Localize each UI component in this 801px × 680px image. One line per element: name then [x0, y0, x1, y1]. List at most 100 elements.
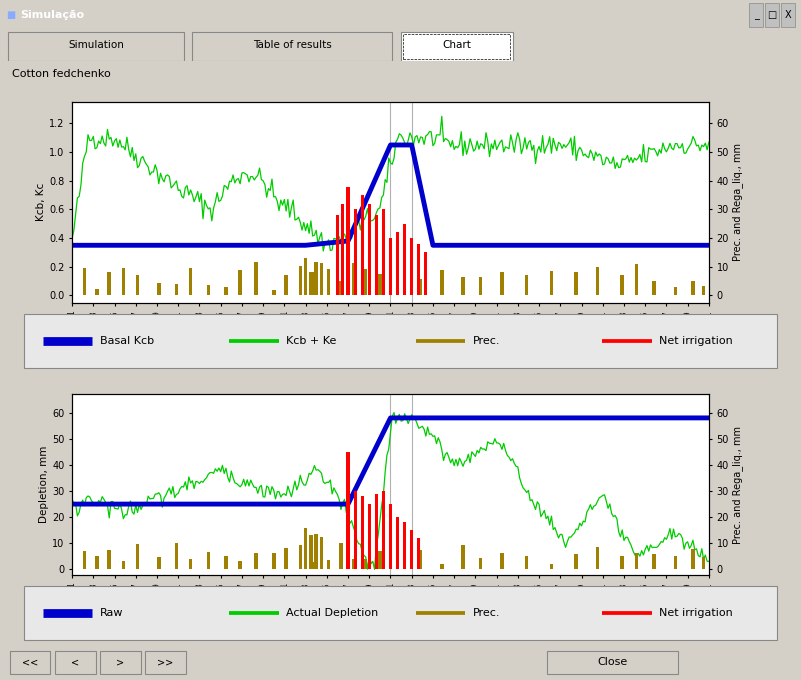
Bar [360, 195, 364, 295]
Text: Simulação: Simulação [20, 10, 84, 20]
Y-axis label: Prec. and Rega_liq., mm: Prec. and Rega_liq., mm [731, 426, 743, 543]
Bar [299, 267, 302, 295]
Bar [621, 275, 624, 295]
Bar [396, 517, 399, 569]
Bar [83, 551, 87, 569]
Bar [440, 564, 444, 569]
Bar [389, 504, 392, 569]
Bar [95, 556, 99, 569]
Text: <<: << [22, 658, 38, 667]
Bar [419, 549, 422, 569]
Bar [525, 556, 529, 569]
Bar [479, 277, 482, 295]
Bar [525, 275, 529, 295]
Bar [674, 556, 677, 569]
Bar [634, 554, 638, 569]
Text: Raw: Raw [100, 608, 123, 617]
Bar [157, 557, 160, 569]
Bar [83, 268, 87, 295]
FancyBboxPatch shape [400, 32, 513, 61]
FancyBboxPatch shape [765, 3, 779, 27]
Bar [479, 558, 482, 569]
Bar [417, 538, 421, 569]
Text: Net irrigation: Net irrigation [659, 608, 733, 617]
Bar [549, 564, 553, 569]
Bar [207, 285, 210, 295]
Bar [347, 186, 349, 295]
Bar [702, 286, 706, 295]
Bar [239, 561, 242, 569]
Bar [461, 277, 465, 295]
Bar [207, 552, 210, 569]
Bar [596, 267, 599, 295]
Text: Prec.: Prec. [473, 608, 501, 617]
Bar [304, 258, 308, 295]
Text: >: > [116, 658, 124, 667]
Text: ■: ■ [6, 10, 16, 20]
FancyBboxPatch shape [100, 651, 141, 674]
Bar [339, 543, 343, 569]
Bar [135, 275, 139, 295]
Bar [315, 534, 318, 569]
Text: <: < [71, 658, 79, 667]
Y-axis label: Depletion, mm: Depletion, mm [39, 446, 50, 523]
Bar [353, 491, 356, 569]
FancyBboxPatch shape [749, 3, 763, 27]
Bar [500, 553, 504, 569]
Bar [336, 215, 339, 295]
Y-axis label: Prec. and Rega_liq., mm: Prec. and Rega_liq., mm [731, 143, 743, 261]
Bar [254, 553, 258, 569]
Bar [175, 543, 178, 569]
Text: Kcb + Ke: Kcb + Ke [287, 336, 336, 345]
Bar [500, 272, 504, 295]
Bar [312, 562, 316, 569]
Bar [239, 270, 242, 295]
Bar [368, 504, 371, 569]
Bar [309, 272, 312, 295]
Text: Simulation: Simulation [68, 40, 124, 50]
Bar [312, 272, 316, 295]
Bar [382, 209, 385, 295]
Bar [360, 496, 364, 569]
Bar [396, 286, 400, 295]
Bar [327, 560, 330, 569]
Bar [107, 271, 111, 295]
Bar [352, 263, 355, 295]
Bar [440, 271, 444, 295]
X-axis label: Day, Julianos: Day, Julianos [348, 330, 433, 343]
Bar [574, 554, 578, 569]
Bar [621, 556, 624, 569]
Bar [403, 224, 406, 295]
Bar [95, 289, 99, 295]
Text: _: _ [754, 10, 759, 20]
Bar [364, 269, 368, 295]
Bar [315, 262, 318, 295]
Bar [596, 547, 599, 569]
Bar [189, 268, 192, 295]
Bar [549, 271, 553, 295]
Bar [299, 545, 302, 569]
Bar [574, 273, 578, 295]
Text: Basal Kcb: Basal Kcb [100, 336, 154, 345]
Bar [691, 549, 694, 569]
Bar [378, 274, 381, 295]
Bar [410, 530, 413, 569]
FancyBboxPatch shape [547, 651, 678, 674]
Bar [224, 556, 227, 569]
FancyBboxPatch shape [192, 32, 392, 61]
Bar [364, 559, 368, 569]
Bar [272, 554, 276, 569]
Bar [327, 269, 330, 295]
Bar [122, 268, 125, 295]
Bar [389, 238, 392, 295]
FancyBboxPatch shape [781, 3, 795, 27]
Bar [419, 279, 422, 295]
Bar [107, 550, 111, 569]
FancyBboxPatch shape [145, 651, 186, 674]
FancyBboxPatch shape [10, 651, 50, 674]
Bar [341, 204, 344, 295]
Bar [304, 528, 308, 569]
Bar [702, 557, 706, 569]
Text: Table of results: Table of results [253, 40, 332, 50]
Bar [634, 264, 638, 295]
